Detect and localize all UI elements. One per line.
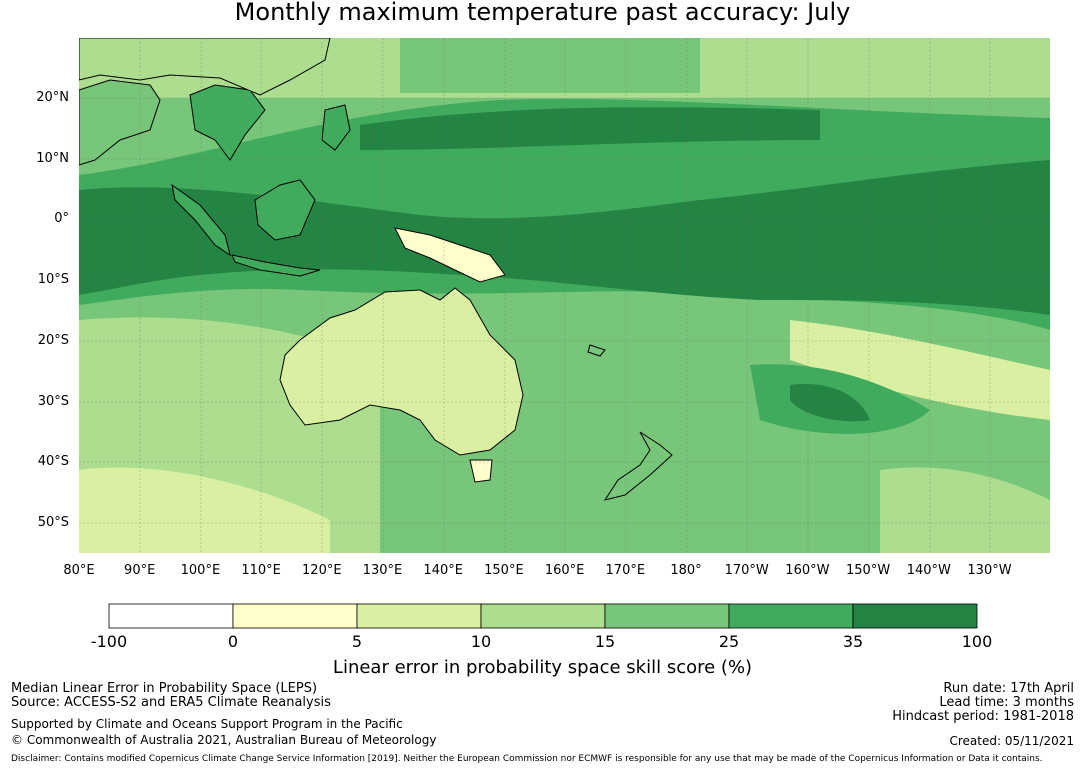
leps-line: Median Linear Error in Probability Space… xyxy=(11,681,318,696)
lat-label: 20°S xyxy=(37,333,69,348)
lon-label: 110°E xyxy=(241,563,281,578)
colorbar-tick-label: 0 xyxy=(227,632,239,651)
lon-label: 170°E xyxy=(605,563,646,578)
lon-label: 160°W xyxy=(785,563,830,578)
lon-label: 80°E xyxy=(63,563,95,578)
lon-label: 160°E xyxy=(544,563,585,578)
info-right-top: Run date: 17th April Lead time: 3 months… xyxy=(892,682,1074,724)
lon-label: 170°W xyxy=(724,563,769,578)
philippines-landmass xyxy=(321,104,351,151)
lon-label: 90°E xyxy=(124,563,156,578)
india-landmass xyxy=(79,79,161,166)
colorbar-segment xyxy=(232,603,358,629)
field-core xyxy=(79,160,1050,315)
lat-label: 10°S xyxy=(37,272,69,287)
source-line: Source: ACCESS-S2 and ERA5 Climate Reana… xyxy=(11,695,331,710)
disclaimer: Disclaimer: Contains modified Copernicus… xyxy=(11,754,1043,764)
lon-label: 150°W xyxy=(846,563,891,578)
colorbar-segment xyxy=(852,603,978,629)
lat-label: 10°N xyxy=(36,151,69,166)
support-line: Supported by Climate and Oceans Support … xyxy=(11,717,403,731)
lat-label: 20°N xyxy=(36,90,69,105)
asia-landmass xyxy=(79,38,331,96)
lat-label: 0° xyxy=(54,211,69,226)
lon-label: 100°E xyxy=(180,563,221,578)
lon-label: 120°E xyxy=(302,563,342,578)
run-date: Run date: 17th April xyxy=(943,681,1074,696)
lon-label: 140°E xyxy=(423,563,463,578)
colorbar-tick-label: 100 xyxy=(961,632,993,651)
hindcast-period: Hindcast period: 1981-2018 xyxy=(892,709,1074,724)
new-guinea-landmass xyxy=(394,227,506,283)
colorbar-tick-label: -100 xyxy=(90,632,128,651)
australia-landmass xyxy=(279,287,524,456)
gridlines xyxy=(79,38,1050,553)
colorbar-segment xyxy=(604,603,730,629)
tasmania-landmass xyxy=(469,459,493,483)
colorbar-title: Linear error in probability space skill … xyxy=(332,657,753,678)
skill-map xyxy=(79,38,1050,629)
new-zealand-landmass xyxy=(603,431,673,501)
lon-label: 150°E xyxy=(484,563,524,578)
colorbar xyxy=(108,603,978,629)
lon-label: 140°W xyxy=(906,563,951,578)
lon-label: 180° xyxy=(670,563,702,578)
fiji-landmass xyxy=(587,344,606,357)
indochina-landmass xyxy=(189,84,266,161)
map-title: Monthly maximum temperature past accurac… xyxy=(234,0,851,26)
colorbar-tick-label: 5 xyxy=(351,632,363,651)
colorbar-tick-label: 35 xyxy=(842,632,864,651)
skill-field xyxy=(79,38,1050,553)
colorbar-tick-label: 25 xyxy=(718,632,740,651)
java-landmass xyxy=(231,254,321,277)
lon-label: 130°E xyxy=(362,563,403,578)
copyright-line: © Commonwealth of Australia 2021, Austra… xyxy=(11,733,437,747)
colorbar-tick-label: 10 xyxy=(470,632,492,651)
lon-label: 130°W xyxy=(967,563,1012,578)
info-left-top: Median Linear Error in Probability Space… xyxy=(11,682,331,710)
created-date: Created: 05/11/2021 xyxy=(949,734,1074,748)
lat-label: 30°S xyxy=(37,394,69,409)
colorbar-segment xyxy=(108,603,234,629)
colorbar-segment xyxy=(480,603,606,629)
colorbar-segment xyxy=(728,603,854,629)
lat-label: 40°S xyxy=(37,454,69,469)
lead-time: Lead time: 3 months xyxy=(939,695,1074,710)
info-left-bottom: Supported by Climate and Oceans Support … xyxy=(11,717,436,747)
colorbar-segment xyxy=(356,603,482,629)
colorbar-tick-label: 15 xyxy=(594,632,616,651)
lat-label: 50°S xyxy=(37,515,69,530)
